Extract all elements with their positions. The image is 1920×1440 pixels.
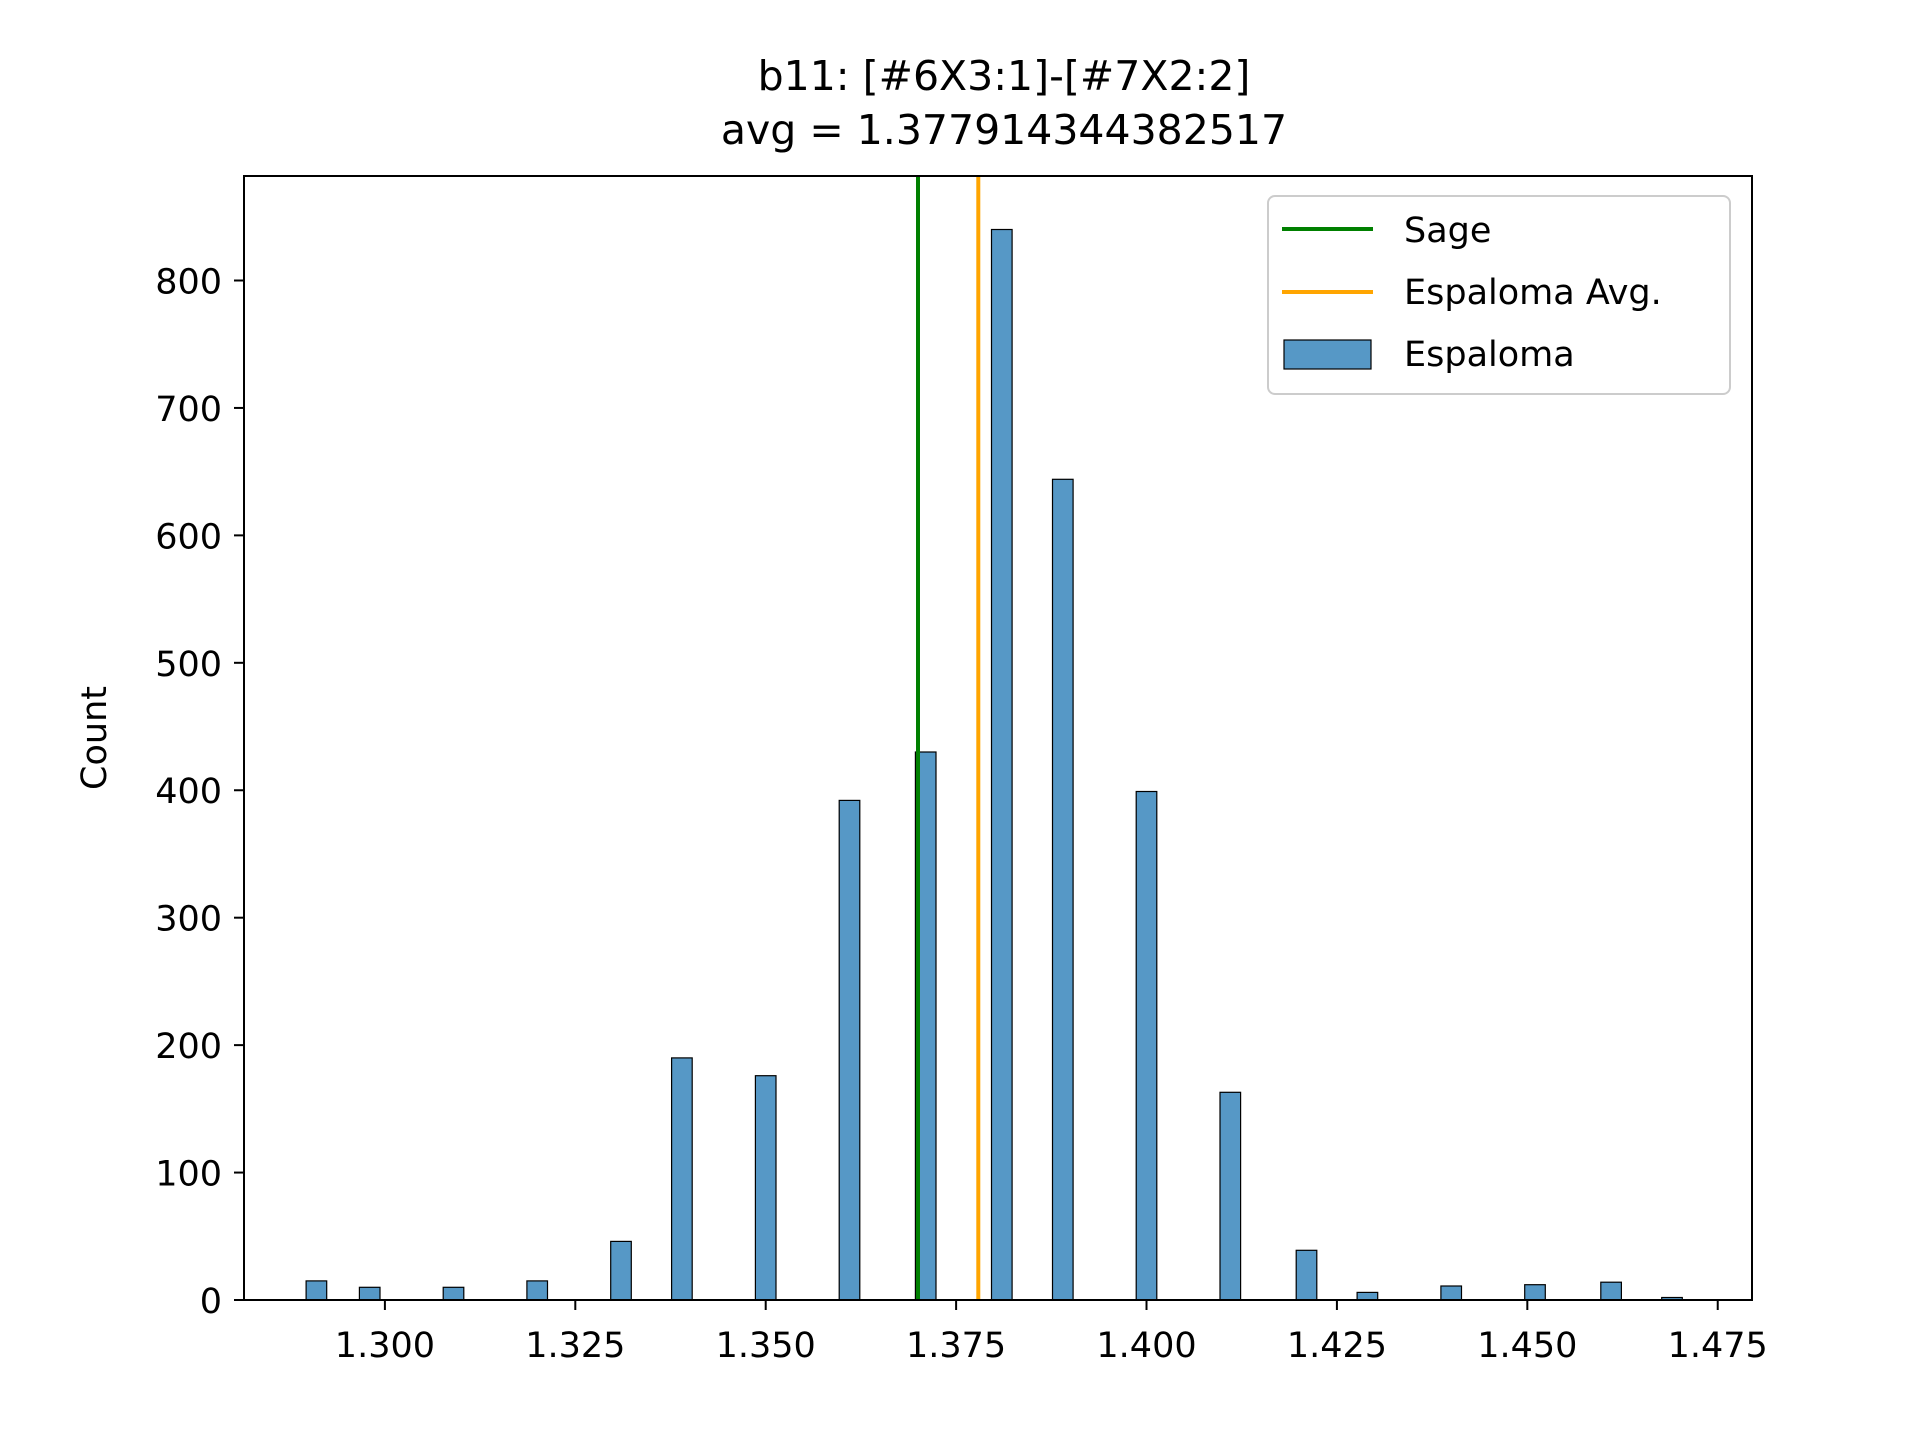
y-axis-label: Count [75, 686, 115, 790]
y-tick-label: 300 [155, 900, 222, 940]
legend-espaloma-avg-label: Espaloma Avg. [1404, 273, 1662, 313]
plot-frame [243, 175, 1753, 1301]
histogram-bar [1524, 1284, 1546, 1301]
histogram-bars [305, 228, 1683, 1301]
y-tick-label: 800 [155, 262, 222, 302]
y-axis: 0 100 200 300 400 500 600 700 800 [155, 262, 244, 1322]
legend-sage-label: Sage [1404, 211, 1491, 251]
x-axis: 1.300 1.325 1.350 1.375 1.400 1.425 1.450 1.475 [335, 1300, 1768, 1366]
histogram-bar [670, 1057, 693, 1301]
y-tick-label: 0 [200, 1282, 222, 1322]
legend: Sage Espaloma Avg. Espaloma [1267, 195, 1731, 395]
legend-frame [1267, 195, 1731, 395]
histogram-bar [1440, 1285, 1463, 1301]
y-tick-label: 400 [155, 772, 222, 812]
chart-title: b11: [#6X3:1]-[#7X2:2] [758, 52, 1251, 100]
histogram-bar [1135, 790, 1158, 1301]
histogram-bar [1600, 1281, 1623, 1301]
histogram-bar [526, 1280, 549, 1301]
chart-subtitle: avg = 1.377914344382517 [721, 106, 1287, 154]
y-tick-label: 200 [155, 1027, 222, 1067]
y-tick-label: 100 [155, 1155, 222, 1195]
x-tick-label: 1.400 [1096, 1326, 1196, 1366]
y-tick-label: 700 [155, 390, 222, 430]
x-tick-label: 1.425 [1287, 1326, 1387, 1366]
x-tick-label: 1.300 [335, 1326, 435, 1366]
y-tick-label: 500 [155, 645, 222, 685]
x-tick-label: 1.450 [1477, 1326, 1577, 1366]
reference-lines [916, 176, 981, 1300]
histogram-bar [838, 799, 861, 1301]
x-tick-label: 1.350 [716, 1326, 816, 1366]
histogram-bar [990, 228, 1013, 1301]
histogram-bar [1219, 1091, 1242, 1301]
histogram-bar [1051, 478, 1074, 1301]
y-tick-label: 600 [155, 517, 222, 557]
histogram-bar [1356, 1291, 1379, 1301]
x-tick-label: 1.375 [906, 1326, 1006, 1366]
histogram-bar [305, 1280, 328, 1301]
legend-espaloma-label: Espaloma [1404, 335, 1575, 375]
x-tick-label: 1.325 [525, 1326, 625, 1366]
histogram-bar [358, 1286, 381, 1301]
histogram-bar [1295, 1249, 1318, 1301]
histogram-bar [442, 1286, 465, 1301]
x-tick-label: 1.475 [1668, 1326, 1768, 1366]
histogram-bar [610, 1240, 632, 1301]
histogram-bar [754, 1075, 777, 1301]
legend-espaloma-swatch [1283, 339, 1372, 370]
